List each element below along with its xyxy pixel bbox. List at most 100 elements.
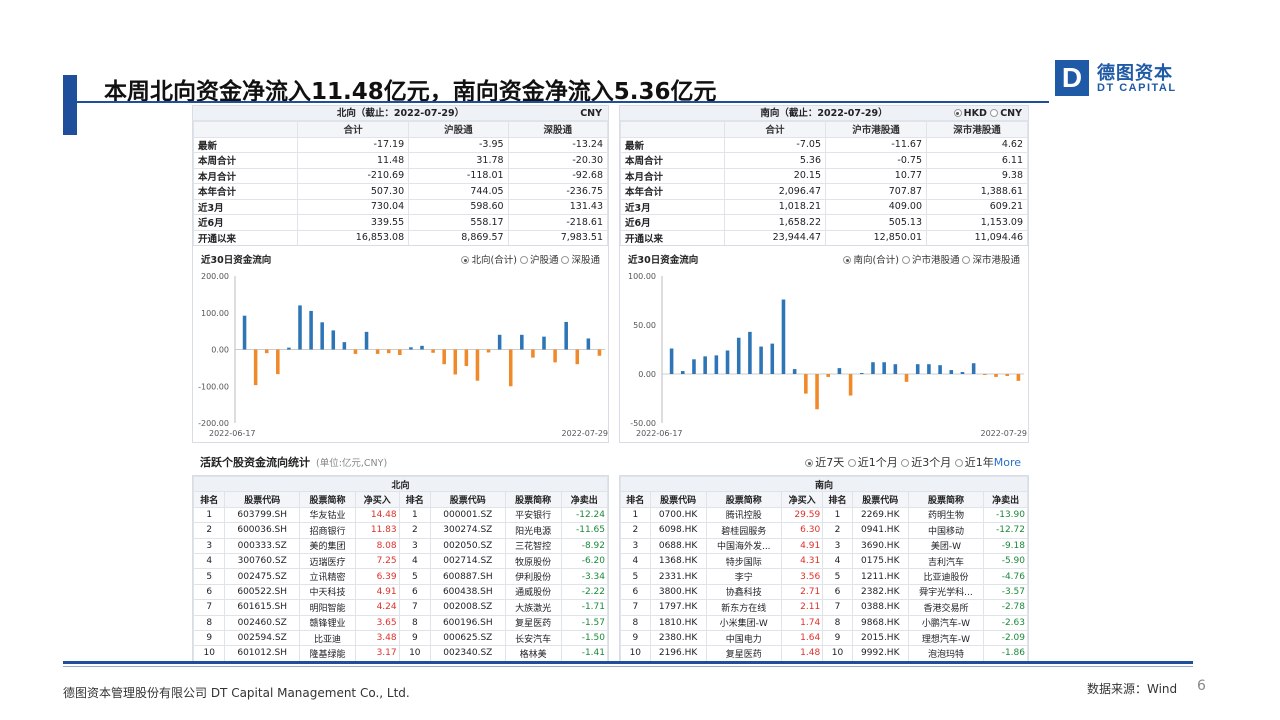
currency-toggle[interactable]: HKD CNY: [953, 106, 1022, 121]
north-rank-panel: 北向 排名 股票代码 股票简称 净买入 排名 股票代码 股票简称 净卖出 1 603799.SH…: [192, 475, 609, 663]
net-buy: 14.48: [354, 506, 400, 524]
summary-cell: 730.04: [296, 198, 410, 215]
stock-code: 0688.HK: [649, 537, 707, 554]
north-summary-title: 北向（截止：2022-07-29）: [336, 108, 465, 119]
table-row: 4 300760.SZ 迈瑞医疗 7.25 4 002714.SZ 牧原股份 -6.20: [192, 552, 609, 570]
north-currency-label: CNY: [580, 108, 602, 119]
bar: [309, 310, 313, 350]
south-flow-chart-panel: 近30日资金流向 南向(合计) 沪市港股通 深市港股通 100.00 50.00 0…: [619, 245, 1029, 443]
column-header: 排名: [398, 491, 432, 508]
radio-icon[interactable]: [561, 256, 570, 264]
more-link[interactable]: More: [993, 456, 1021, 469]
north-summary-header: 北向（截止：2022-07-29） CNY: [193, 106, 608, 121]
column-header: [193, 121, 298, 138]
radio-icon[interactable]: [843, 256, 852, 264]
summary-cell: 20.15: [724, 167, 826, 184]
radio-icon[interactable]: [901, 256, 910, 264]
bar: [837, 368, 842, 374]
footer-source: 数据来源：Wind: [1087, 682, 1178, 696]
radio-icon[interactable]: [954, 459, 963, 467]
legend-south-total[interactable]: 南向(合计): [853, 255, 899, 266]
net-sell: -11.65: [560, 522, 609, 539]
legend-sz-connect[interactable]: 深股通: [571, 255, 600, 266]
hkd-option[interactable]: HKD: [963, 108, 987, 119]
stock-code: 2269.HK: [851, 506, 909, 524]
radio-icon[interactable]: [805, 459, 814, 467]
period-3m[interactable]: 近3个月: [911, 456, 952, 469]
period-selector: 近7天 近1个月 近3个月 近1年More: [805, 454, 1021, 470]
radio-icon[interactable]: [962, 256, 971, 264]
summary-cell: 707.87: [825, 183, 927, 200]
stock-code: 2015.HK: [851, 629, 909, 647]
legend-sz-hk-connect[interactable]: 深市港股通: [972, 255, 1020, 266]
y-tick-label: 100.00: [201, 309, 229, 318]
rank-unit: (单位:亿元,CNY): [316, 458, 388, 469]
row-label: 本周合计: [193, 152, 298, 169]
bar: [669, 348, 674, 374]
bar: [453, 349, 458, 375]
rank-cell: 5: [822, 568, 853, 585]
stock-name: 迈瑞医疗: [299, 552, 356, 570]
net-buy: 2.71: [780, 583, 824, 601]
summary-cell: 1,658.22: [724, 214, 826, 231]
bar: [1005, 374, 1010, 376]
table-row: 6 3800.HK 协鑫科技 2.71 6 2382.HK 舜宇光学科... -3.57: [620, 583, 1028, 601]
rank-cell: 1: [822, 506, 853, 524]
radio-icon[interactable]: [461, 256, 470, 264]
legend-sh-hk-connect[interactable]: 沪市港股通: [911, 255, 960, 266]
stock-code: 2380.HK: [649, 629, 707, 647]
radio-icon[interactable]: [901, 459, 910, 467]
net-buy: 3.65: [354, 614, 400, 631]
period-7d[interactable]: 近7天: [815, 456, 845, 469]
summary-row: 本月合计 -210.69 -118.01 -92.68: [193, 167, 609, 184]
net-sell: -2.09: [983, 629, 1028, 647]
stock-name: 协鑫科技: [705, 583, 782, 601]
rank-cell: 7: [398, 599, 432, 616]
table-row: 7 601615.SH 明阳智能 4.24 7 002008.SZ 大族激光 -1.71: [192, 599, 609, 616]
rank-cell: 2: [398, 522, 432, 539]
summary-row: 开通以来 23,944.47 12,850.01 11,094.46: [620, 229, 1028, 246]
x-end-label: 2022-07-29: [562, 429, 609, 438]
legend-north-total[interactable]: 北向(合计): [471, 255, 517, 266]
column-header: 股票代码: [224, 491, 300, 508]
rank-cell: 8: [192, 614, 226, 631]
column-header: [620, 121, 725, 138]
bar: [904, 374, 909, 382]
stock-code: 600887.SH: [430, 568, 506, 585]
net-sell: -13.90: [983, 506, 1028, 524]
stock-code: 600438.SH: [430, 583, 506, 601]
column-header: 净买入: [780, 491, 824, 508]
page-number: 6: [1197, 678, 1206, 694]
bar: [725, 350, 730, 374]
stock-name: 通威股份: [504, 583, 562, 601]
stock-code: 002714.SZ: [430, 552, 506, 570]
bar: [464, 349, 469, 367]
cny-radio-icon[interactable]: [990, 109, 999, 117]
stock-code: 002008.SZ: [430, 599, 506, 616]
south-rank-table: 南向 排名 股票代码 股票简称 净买入 排名 股票代码 股票简称 净卖出 1 0700.HK 腾讯…: [620, 475, 1028, 662]
radio-icon[interactable]: [847, 459, 856, 467]
stock-name: 平安银行: [504, 506, 562, 524]
y-tick-label: -200.00: [198, 419, 229, 428]
radio-icon[interactable]: [519, 256, 528, 264]
bar: [409, 347, 413, 350]
bar: [486, 349, 491, 353]
net-sell: -2.63: [983, 614, 1028, 631]
bar: [960, 372, 965, 374]
period-1m[interactable]: 近1个月: [857, 456, 898, 469]
row-label: 近3月: [620, 198, 725, 215]
bar: [938, 365, 942, 374]
legend-sh-connect[interactable]: 沪股通: [529, 255, 559, 266]
south-summary-table: 合计 沪市港股通 深市港股通 最新 -7.05 -11.67 4.62 本周合计 5.36…: [620, 121, 1028, 246]
stock-code: 300760.SZ: [224, 552, 300, 570]
period-1y[interactable]: 近1年: [964, 456, 994, 469]
summary-cell: 2,096.47: [724, 183, 826, 200]
summary-cell: 7,983.51: [507, 229, 609, 246]
summary-cell: -17.19: [296, 136, 410, 153]
hkd-radio-icon[interactable]: [953, 109, 962, 117]
bar: [971, 363, 976, 374]
stock-name: 李宁: [705, 568, 782, 585]
summary-cell: 609.21: [926, 198, 1028, 215]
net-sell: -5.90: [983, 552, 1028, 570]
cny-option[interactable]: CNY: [1000, 108, 1022, 119]
